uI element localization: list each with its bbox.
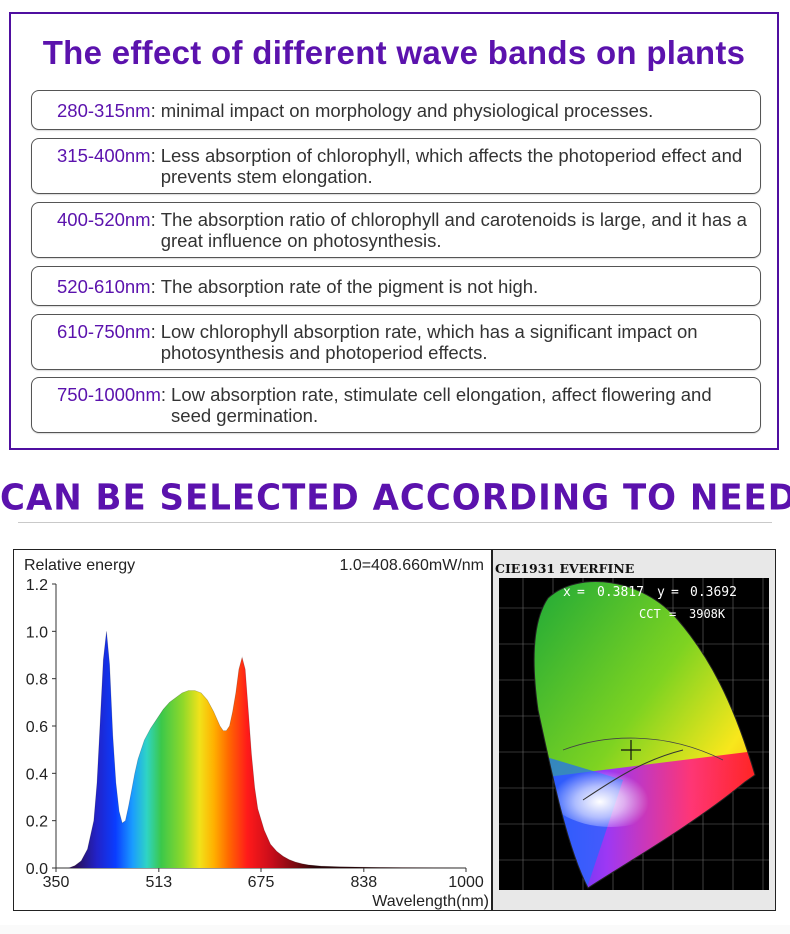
x-tick-label: 513	[145, 874, 172, 891]
band-range: 280-315nm	[57, 100, 151, 121]
band-description: Low chlorophyll absorption rate, which h…	[161, 321, 750, 363]
y-axis-label: Relative energy	[24, 557, 135, 574]
band-range: 610-750nm	[57, 321, 151, 342]
band-description-line: seed germination.	[171, 405, 319, 426]
band-description-line: The absorption rate of the pigment is no…	[160, 276, 539, 297]
x-axis-label: Wavelength(nm)	[372, 893, 489, 910]
x-tick-label: 350	[43, 874, 70, 891]
scale-note: 1.0=408.660mW/nm	[339, 557, 484, 574]
spectrum-area	[68, 631, 466, 868]
x-tick-label: 838	[350, 874, 377, 891]
band-item: 315-400nm: Less absorption of chlorophyll…	[31, 138, 761, 194]
band-description-line: minimal impact on morphology and physiol…	[160, 100, 654, 121]
y-tick-label: 0.8	[26, 672, 48, 689]
cie-cct-label: CCT	[639, 607, 661, 621]
cie-header: CIE1931 EVERFINE	[495, 561, 634, 576]
band-item: 610-750nm: Low chlorophyll absorption rat…	[31, 314, 761, 370]
band-description: minimal impact on morphology and physiol…	[161, 100, 750, 121]
panel-title: The effect of different wave bands on pl…	[42, 34, 746, 71]
y-tick-label: 1.2	[26, 577, 48, 594]
band-separator: :	[160, 384, 167, 405]
band-separator: :	[150, 276, 156, 297]
x-tick-label: 675	[248, 874, 275, 891]
y-tick-label: 0.0	[26, 861, 48, 878]
y-tick-label: 1.0	[26, 624, 48, 641]
y-tick-label: 0.4	[26, 766, 48, 783]
cie-left-strip	[493, 578, 499, 890]
band-description-line: photosynthesis and photoperiod effects.	[160, 342, 488, 363]
band-description-line: Low chlorophyll absorption rate, which h…	[160, 321, 698, 342]
cie-x-label: x	[563, 585, 571, 600]
svg-text:=: =	[669, 607, 676, 621]
cie-y-label: y	[657, 585, 665, 600]
cie-top-strip	[493, 550, 775, 578]
band-description: Less absorption of chlorophyll, which af…	[161, 145, 750, 187]
band-description-line: Less absorption of chlorophyll, which af…	[160, 145, 743, 166]
band-description: The absorption ratio of chlorophyll and …	[161, 209, 750, 251]
spectrum-svg: 0.0 0.2 0.4 0.6 0.8 1.0 1.2 350 513 675 838 1000 Re…	[24, 557, 489, 910]
band-description: Low absorption rate, stimulate cell elon…	[171, 384, 750, 426]
spectrum-line	[68, 631, 467, 869]
band-description-line: Low absorption rate, stimulate cell elon…	[171, 384, 712, 405]
cie-cct-value: 3908K	[689, 607, 726, 621]
spectrum-chart: 0.0 0.2 0.4 0.6 0.8 1.0 1.2 350 513 675 838 1000 Re…	[13, 549, 492, 911]
band-separator: :	[150, 321, 156, 342]
band-description-line: prevents stem elongation.	[160, 166, 373, 187]
cie-bottom-strip	[493, 890, 775, 910]
band-separator: :	[150, 100, 156, 121]
heading-divider	[18, 522, 772, 523]
cie-outline	[533, 581, 756, 889]
cie-y-value: 0.3692	[690, 585, 737, 600]
band-item: 750-1000nm: Low absorption rate, stimulat…	[31, 377, 761, 433]
band-range: 400-520nm	[57, 209, 151, 230]
svg-text:=: =	[577, 585, 585, 600]
cie-chromaticity-diagram: CIE1931 EVERFINE x = 0.3817 y = 0.3692 C…	[492, 549, 776, 911]
band-description: The absorption rate of the pigment is no…	[161, 276, 750, 297]
band-item: 280-315nm: minimal impact on morphology a…	[31, 90, 761, 130]
cie-right-strip	[769, 578, 775, 890]
bottom-strip	[0, 925, 790, 934]
band-description-line: great influence on photosynthesis.	[160, 230, 442, 251]
band-range: 315-400nm	[57, 145, 151, 166]
band-separator: :	[150, 209, 156, 230]
y-tick-label: 0.2	[26, 814, 48, 831]
cie-x-value: 0.3817	[597, 585, 644, 600]
band-separator: :	[150, 145, 156, 166]
svg-text:=: =	[671, 585, 679, 600]
y-tick-label: 0.6	[26, 719, 48, 736]
x-tick-label: 1000	[448, 874, 484, 891]
band-item: 520-610nm: The absorption rate of the pig…	[31, 266, 761, 306]
cie-point-marker	[621, 740, 641, 760]
cie-readout: x = 0.3817 y = 0.3692 CCT = 3908K	[563, 585, 737, 621]
band-range: 750-1000nm	[57, 384, 161, 405]
wave-bands-panel: The effect of different wave bands on pl…	[9, 12, 779, 450]
section-heading: CAN BE SELECTED ACCORDING TO NEEDS	[0, 477, 790, 519]
band-item: 400-520nm: The absorption ratio of chloro…	[31, 202, 761, 258]
band-description-line: The absorption ratio of chlorophyll and …	[160, 209, 747, 230]
band-range: 520-610nm	[57, 276, 151, 297]
cie-svg: CIE1931 EVERFINE x = 0.3817 y = 0.3692 C…	[493, 550, 775, 910]
